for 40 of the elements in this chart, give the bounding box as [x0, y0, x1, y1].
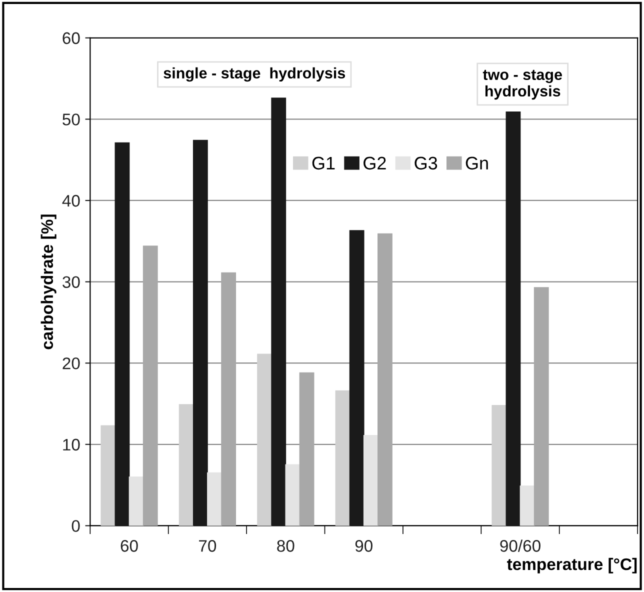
bar	[335, 390, 350, 526]
bar	[363, 435, 378, 526]
bar	[178, 404, 194, 526]
bar	[285, 464, 300, 526]
bar	[142, 246, 158, 526]
bar	[100, 425, 116, 526]
y-tick-label: 60	[62, 32, 80, 44]
bar	[114, 142, 130, 526]
legend-label: G2	[364, 156, 386, 170]
y-tick-label: 50	[62, 114, 80, 126]
bar	[299, 372, 314, 526]
x-axis-title: temperature [°C]	[507, 558, 637, 574]
bar	[378, 233, 392, 526]
y-axis-title: carbohydrate [%]	[40, 214, 56, 350]
bar	[349, 230, 364, 526]
x-tick-label: 70	[199, 540, 216, 552]
legend-label: Gn	[466, 156, 488, 170]
bar	[207, 472, 222, 526]
bar	[128, 476, 144, 526]
bar	[492, 404, 507, 526]
bar	[271, 98, 286, 526]
bar	[506, 111, 521, 526]
legend-label: G1	[312, 156, 335, 170]
x-tick-label: 80	[277, 540, 294, 552]
bar	[192, 140, 208, 526]
bar	[221, 272, 236, 526]
y-tick-label: 30	[62, 276, 80, 288]
y-tick-label: 0	[72, 520, 80, 532]
legend-label: G3	[414, 156, 438, 170]
bar	[257, 354, 272, 526]
y-tick-label: 10	[63, 438, 80, 451]
bar	[534, 287, 549, 526]
bar	[520, 485, 535, 526]
x-tick-label: 60	[120, 540, 138, 552]
x-tick-label: 90	[355, 540, 372, 552]
annotation: single - stage hydrolysis	[164, 67, 346, 82]
x-tick-label: 90/60	[500, 540, 540, 552]
y-tick-label: 20	[62, 357, 80, 370]
y-tick-label: 40	[62, 194, 80, 207]
annotation: two - stage hydrolysis	[482, 70, 562, 100]
